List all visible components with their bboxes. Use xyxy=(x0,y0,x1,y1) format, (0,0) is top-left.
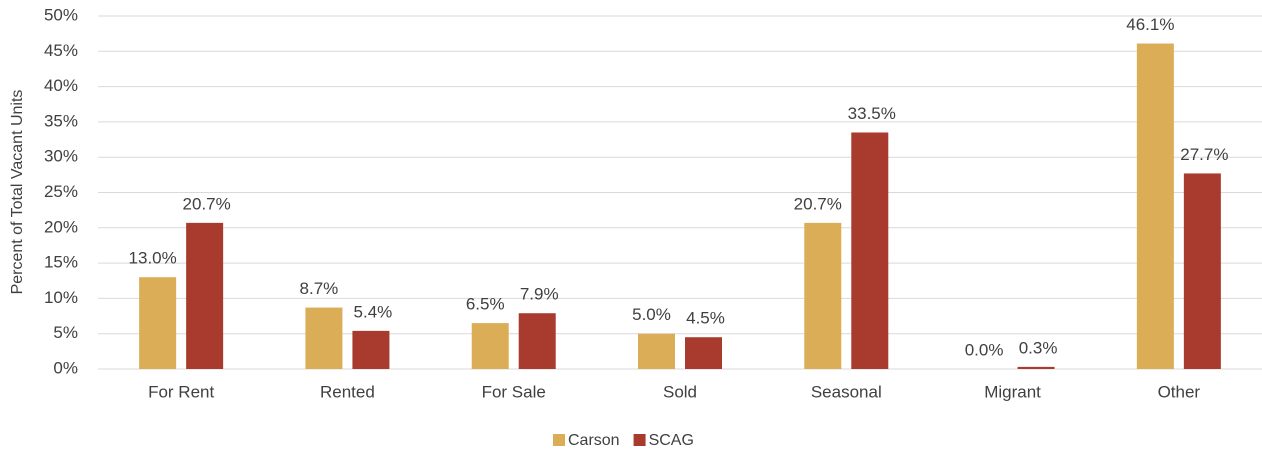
bar xyxy=(518,313,556,369)
data-label: 0.3% xyxy=(1019,338,1058,357)
y-tick-label: 0% xyxy=(53,358,78,377)
bar xyxy=(139,277,177,369)
y-tick-label: 5% xyxy=(53,323,78,342)
y-tick-label: 15% xyxy=(44,253,78,272)
y-tick-label: 25% xyxy=(44,182,78,201)
bar xyxy=(1136,43,1174,370)
bar xyxy=(1183,173,1221,369)
x-tick-label: Rented xyxy=(320,382,375,401)
y-tick-label: 45% xyxy=(44,41,78,60)
bar xyxy=(638,333,675,369)
bar xyxy=(804,222,842,369)
y-tick-label: 40% xyxy=(44,76,78,95)
bar xyxy=(1017,366,1055,369)
y-tick-label: 20% xyxy=(44,217,78,236)
bar xyxy=(471,323,509,369)
data-label: 27.7% xyxy=(1180,145,1228,164)
y-tick-label: 30% xyxy=(44,147,78,166)
data-label: 8.7% xyxy=(300,279,339,298)
x-tick-label: For Rent xyxy=(148,382,214,401)
data-label: 7.9% xyxy=(520,285,559,304)
legend-label: SCAG xyxy=(649,432,694,449)
bar xyxy=(186,222,224,369)
data-label: 0.0% xyxy=(965,340,1004,359)
data-label: 13.0% xyxy=(129,249,177,268)
x-tick-label: Seasonal xyxy=(811,382,882,401)
legend-label: Carson xyxy=(568,432,620,449)
data-label: 6.5% xyxy=(466,295,505,314)
y-tick-label: 50% xyxy=(44,5,78,24)
x-tick-label: Migrant xyxy=(984,382,1041,401)
y-tick-label: 10% xyxy=(44,288,78,307)
data-label: 4.5% xyxy=(686,309,725,328)
data-label: 5.4% xyxy=(354,302,393,321)
bar xyxy=(851,132,889,369)
data-label: 20.7% xyxy=(183,194,231,213)
data-label: 46.1% xyxy=(1126,15,1174,34)
bar xyxy=(352,330,390,369)
bar xyxy=(685,337,722,369)
legend-swatch xyxy=(633,434,646,446)
data-label: 5.0% xyxy=(632,305,671,324)
bar xyxy=(305,307,343,369)
x-tick-label: For Sale xyxy=(482,382,546,401)
y-axis-label: Percent of Total Vacant Units xyxy=(9,90,26,295)
data-label: 20.7% xyxy=(794,194,842,213)
data-label: 33.5% xyxy=(848,104,896,123)
y-tick-label: 35% xyxy=(44,111,78,130)
legend-swatch xyxy=(553,434,565,446)
x-tick-label: Sold xyxy=(663,382,697,401)
x-tick-label: Other xyxy=(1158,382,1201,401)
